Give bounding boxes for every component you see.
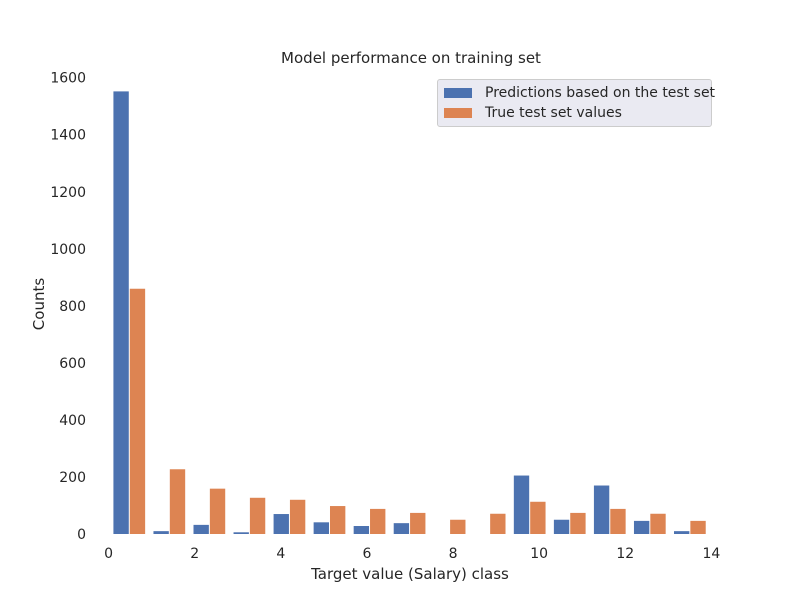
legend-swatch-predictions: [444, 88, 472, 98]
bar-series-0-bin-3: [233, 532, 249, 534]
bar-series-1-bin-14: [690, 520, 706, 534]
x-tick-label: 2: [190, 546, 199, 562]
bar-series-0-bin-6: [353, 526, 370, 534]
legend-label-true-values: True test set values: [485, 105, 622, 121]
bar-series-1-bin-6: [370, 508, 386, 534]
bar-series-1-bin-3: [249, 497, 266, 534]
x-tick-label: 8: [449, 546, 458, 562]
y-tick-label: 800: [59, 299, 86, 315]
bar-series-1-bin-12: [610, 508, 626, 534]
legend-item-true-values: True test set values: [444, 103, 622, 123]
bar-series-1-bin-13: [650, 513, 666, 534]
y-ticks: 0 200 400 600 800 1000 1200 1400 1600: [50, 71, 86, 543]
bar-series-0-bin-0: [113, 91, 129, 534]
bar-series-0-bin-10: [513, 475, 530, 534]
x-axis-label: Target value (Salary) class: [310, 565, 509, 583]
legend: Predictions based on the test set True t…: [437, 79, 715, 127]
x-tick-label: 0: [104, 546, 113, 562]
x-tick-label: 12: [616, 546, 634, 562]
bar-series-1-bin-8: [450, 519, 466, 534]
bar-series-1-bin-11: [570, 512, 586, 534]
bar-series-1-bin-4: [289, 499, 306, 534]
bar-series-0-bin-12: [593, 485, 610, 534]
y-tick-label: 200: [59, 470, 86, 486]
y-tick-label: 1200: [50, 185, 86, 201]
chart-title: Model performance on training set: [281, 49, 541, 67]
legend-item-predictions: Predictions based on the test set: [444, 83, 715, 103]
x-tick-label: 6: [362, 546, 371, 562]
y-tick-label: 1600: [50, 71, 86, 87]
x-tick-label: 10: [530, 546, 548, 562]
x-ticks: 0 2 4 6 8 10 12 14: [104, 546, 720, 562]
y-tick-label: 1400: [50, 128, 86, 144]
y-axis-label: Counts: [30, 278, 48, 331]
y-tick-label: 400: [59, 413, 86, 429]
legend-label-predictions: Predictions based on the test set: [485, 85, 716, 101]
bar-series-1-bin-5: [329, 506, 346, 534]
x-tick-label: 14: [702, 546, 720, 562]
bar-series-0-bin-4: [273, 514, 289, 534]
y-tick-label: 0: [77, 527, 86, 543]
bar-series-0-bin-5: [313, 522, 329, 534]
bar-series-1-bin-10: [530, 501, 546, 534]
bar-series-0-bin-14: [674, 531, 690, 534]
bar-series-0-bin-7: [393, 523, 410, 534]
x-tick-label: 4: [276, 546, 285, 562]
y-tick-label: 1000: [50, 242, 86, 258]
bar-series-1-bin-7: [410, 512, 426, 534]
bar-series-1-bin-9: [490, 513, 506, 534]
bar-series-0-bin-1: [153, 531, 169, 534]
y-tick-label: 600: [59, 356, 86, 372]
legend-swatch-true-values: [444, 108, 472, 118]
bar-series-0-bin-13: [633, 520, 650, 534]
bar-series-0-bin-2: [193, 524, 209, 534]
bar-series-1-bin-2: [209, 488, 226, 534]
bar-series-0-bin-11: [553, 519, 570, 534]
bars-layer: [113, 91, 706, 534]
bar-series-1-bin-0: [129, 288, 146, 534]
bar-series-1-bin-1: [169, 469, 186, 534]
